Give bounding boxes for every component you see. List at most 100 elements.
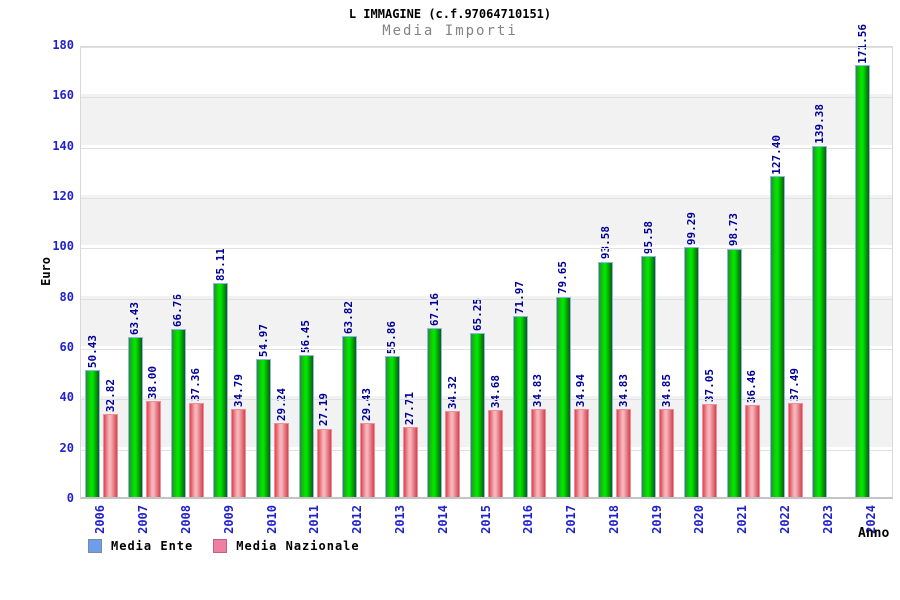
bar-media-nazionale xyxy=(488,409,504,497)
x-tick-label: 2007 xyxy=(136,505,151,534)
legend-swatch-media-nazionale xyxy=(213,539,228,553)
bar-value-label: 54.97 xyxy=(256,323,270,357)
bar-media-ente xyxy=(256,358,272,497)
x-tick-label: 2008 xyxy=(178,505,193,534)
bar-media-ente xyxy=(341,336,357,497)
bar-media-ente xyxy=(855,65,871,497)
gridline xyxy=(81,147,892,149)
bar-value-label: 32.82 xyxy=(103,379,117,413)
y-tick-label: 100 xyxy=(52,239,74,254)
bar-value-label: 38.00 xyxy=(146,366,160,400)
bar-media-ente xyxy=(470,332,486,497)
x-tick-label: 2018 xyxy=(606,505,621,534)
bar-media-nazionale xyxy=(702,403,718,497)
plot-band xyxy=(81,94,892,145)
bar-media-nazionale xyxy=(359,422,375,497)
bar-value-label: 127.40 xyxy=(770,134,784,175)
x-tick-label: 2015 xyxy=(478,505,493,534)
bar-value-label: 171.56 xyxy=(855,23,869,64)
x-tick-label: 2014 xyxy=(435,505,450,534)
bar-media-nazionale xyxy=(530,409,546,497)
gridline xyxy=(81,399,892,401)
y-axis-title: Euro xyxy=(39,257,53,286)
bar-value-label: 34.79 xyxy=(231,374,245,408)
y-tick-label: 20 xyxy=(59,440,74,455)
y-tick-label: 60 xyxy=(59,340,74,354)
gridline xyxy=(81,298,892,300)
x-tick-label: 2023 xyxy=(820,505,835,534)
x-tick-label: 2020 xyxy=(692,505,707,534)
bar-media-ente xyxy=(512,315,528,497)
x-tick-label: 2022 xyxy=(778,505,793,534)
x-tick-label: 2013 xyxy=(392,505,407,534)
bar-value-label: 37.05 xyxy=(702,368,716,402)
bar-media-ente xyxy=(641,256,657,497)
bar-value-label: 27.71 xyxy=(403,392,417,426)
bar-value-label: 34.85 xyxy=(659,374,673,408)
y-tick-label: 160 xyxy=(52,88,74,103)
bar-media-ente xyxy=(127,337,143,497)
bar-media-ente xyxy=(85,370,100,497)
x-tick-label: 2012 xyxy=(350,505,365,534)
bar-value-label: 65.25 xyxy=(470,297,484,331)
bar-value-label: 34.32 xyxy=(445,375,459,409)
bar-value-label: 98.73 xyxy=(727,213,741,247)
bar-media-ente xyxy=(384,356,400,497)
bar-value-label: 79.65 xyxy=(556,261,570,295)
bar-value-label: 36.46 xyxy=(745,370,759,404)
y-tick-label: 180 xyxy=(52,38,74,52)
bar-value-label: 56.45 xyxy=(299,319,313,353)
bar-media-nazionale xyxy=(402,427,418,497)
bar-value-label: 63.82 xyxy=(342,301,356,335)
bar-media-ente xyxy=(555,296,571,497)
bar-media-nazionale xyxy=(616,409,632,497)
bar-media-ente xyxy=(170,329,186,497)
x-tick-label: 2021 xyxy=(735,505,750,534)
bar-media-nazionale xyxy=(744,405,760,497)
bar-media-ente xyxy=(427,327,443,497)
bar-value-label: 34.94 xyxy=(574,373,588,408)
bar-media-ente xyxy=(598,261,614,497)
x-tick-label: 2010 xyxy=(264,505,279,534)
y-tick-label: 140 xyxy=(52,138,74,153)
bar-media-nazionale xyxy=(659,409,675,497)
legend-swatch-media-ente xyxy=(88,539,102,553)
bar-media-ente xyxy=(769,176,785,497)
bar-value-label: 50.43 xyxy=(85,334,99,369)
y-tick-label: 0 xyxy=(66,491,74,505)
gridline xyxy=(81,449,892,451)
x-tick-label: 2016 xyxy=(521,505,536,534)
legend-label-media-nazionale: Media Nazionale xyxy=(236,539,360,553)
bar-value-label: 63.43 xyxy=(128,302,142,336)
bar-media-nazionale xyxy=(787,402,803,497)
bar-media-nazionale xyxy=(316,428,332,497)
bar-value-label: 95.58 xyxy=(641,221,655,255)
bar-value-label: 93.58 xyxy=(598,226,612,260)
bar-value-label: 71.97 xyxy=(513,280,527,314)
x-tick-label: 2009 xyxy=(221,505,236,534)
bar-value-label: 34.83 xyxy=(531,374,545,408)
x-tick-label: 2019 xyxy=(649,505,664,534)
y-tick-label: 80 xyxy=(59,289,74,304)
plot-band xyxy=(81,195,892,246)
bar-value-label: 37.49 xyxy=(788,367,802,401)
bar-value-label: 34.83 xyxy=(616,374,630,408)
chart-title: L IMMAGINE (c.f.97064710151) xyxy=(348,7,552,21)
bar-value-label: 37.36 xyxy=(189,367,203,401)
bar-media-nazionale xyxy=(573,409,589,497)
x-tick-label: 2011 xyxy=(307,505,322,534)
bar-value-label: 139.38 xyxy=(812,104,826,145)
bar-value-label: 85.11 xyxy=(213,247,227,281)
gridline xyxy=(81,349,892,350)
gridline xyxy=(81,198,892,199)
gridline xyxy=(81,47,892,48)
bar-media-ente xyxy=(812,146,828,497)
bar-media-nazionale xyxy=(103,414,118,497)
plot-area xyxy=(80,46,893,499)
bar-media-ente xyxy=(213,282,229,497)
legend-label-media-ente: Media Ente xyxy=(111,539,194,553)
y-tick-label: 40 xyxy=(59,390,74,405)
bar-media-ente xyxy=(298,354,314,497)
bar-value-label: 34.68 xyxy=(488,374,502,408)
